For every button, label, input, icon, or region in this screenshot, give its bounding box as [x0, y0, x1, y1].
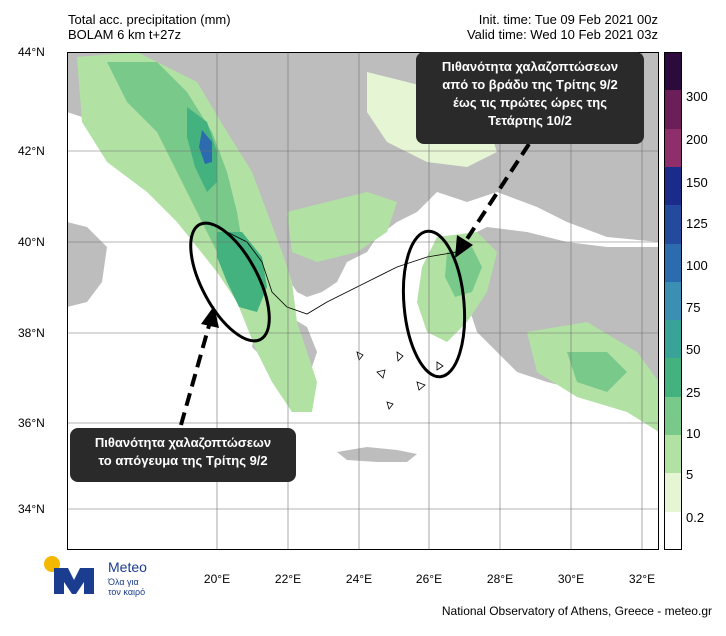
colorbar-segment — [664, 90, 682, 130]
valid-time: Valid time: Wed 10 Feb 2021 03z — [466, 27, 658, 42]
colorbar-segment — [664, 52, 682, 91]
lon-label-28: 28°E — [486, 572, 514, 586]
lat-label-36: 36°N — [18, 416, 45, 430]
colorbar-segment — [664, 320, 682, 359]
colorbar-segment — [664, 166, 682, 206]
crete — [337, 447, 417, 462]
colorbar-segment — [664, 243, 682, 283]
lat-label-42: 42°N — [18, 144, 45, 158]
colorbar-segment — [664, 358, 682, 398]
footer-credit: National Observatory of Athens, Greece -… — [441, 604, 712, 618]
logo-tagline: Όλα για τον καιρό — [108, 577, 145, 597]
map-title: Total acc. precipitation (mm) — [68, 12, 231, 27]
hail-area-ellipse-east — [401, 229, 467, 379]
lon-label-22: 22°E — [274, 572, 302, 586]
cb-label-150: 150 — [686, 175, 708, 190]
init-time: Init. time: Tue 09 Feb 2021 00z — [478, 12, 658, 27]
lat-label-44: 44°N — [18, 45, 45, 59]
precip-core-montenegro — [199, 130, 212, 164]
precip-colorbar — [664, 52, 682, 551]
colorbar-segment — [664, 281, 682, 321]
callout-left-line-1: Πιθανότητα χαλαζοπτώσεων — [94, 435, 272, 450]
cb-label-75: 75 — [686, 300, 701, 315]
lon-label-24: 24°E — [345, 572, 373, 586]
colorbar-segment — [664, 511, 682, 551]
colorbar-segment — [664, 435, 682, 474]
arrow-west-line — [179, 321, 212, 426]
colorbar-frame — [664, 52, 682, 550]
map-frame — [67, 52, 659, 550]
cb-label-300: 300 — [686, 89, 708, 104]
logo-name: Meteo — [108, 559, 147, 575]
time-block: Init. time: Tue 09 Feb 2021 00z Valid ti… — [467, 12, 658, 42]
meteo-logo-icon — [44, 556, 94, 594]
model-label: BOLAM 6 km t+27z — [68, 27, 182, 42]
greece-coastline — [226, 231, 458, 315]
callout-evening-hail: Πιθανότητα χαλαζοπτώσεων από το βράδυ τη… — [416, 52, 644, 144]
lon-label-26: 26°E — [415, 572, 443, 586]
map-title-block: Total acc. precipitation (mm) BOLAM 6 km… — [68, 12, 231, 42]
precip-medium-dinaric — [107, 62, 242, 282]
cb-label-100: 100 — [686, 258, 708, 273]
colorbar-segment — [664, 205, 682, 245]
colorbar-segment — [664, 473, 682, 513]
lon-label-32: 32°E — [628, 572, 656, 586]
colorbar-segment — [664, 128, 682, 168]
cb-label-125: 125 — [686, 216, 708, 231]
callout-right-line-4: Τετάρτης 10/2 — [488, 113, 572, 128]
callout-afternoon-hail: Πιθανότητα χαλαζοπτώσεων το απόγευμα της… — [70, 428, 296, 482]
cb-label-50: 50 — [686, 342, 701, 357]
lon-label-30: 30°E — [557, 572, 585, 586]
hail-area-ellipse-west — [189, 221, 271, 343]
arrow-east-head — [455, 235, 473, 258]
cb-label-5: 5 — [686, 467, 694, 482]
lat-label-34: 34°N — [18, 502, 45, 516]
precip-light-central — [287, 192, 397, 262]
arrow-west-head — [201, 306, 219, 328]
lat-label-40: 40°N — [18, 235, 45, 249]
precip-light-adriatic — [77, 52, 317, 412]
cb-label-25: 25 — [686, 385, 701, 400]
callout-left-line-2: το απόγευμα της Τρίτης 9/2 — [98, 453, 268, 468]
lon-label-20: 20°E — [203, 572, 231, 586]
callout-right-line-3: έως τις πρώτες ώρες της — [452, 95, 608, 110]
callout-right-line-2: από το βράδυ της Τρίτης 9/2 — [442, 77, 618, 92]
cb-label-0.2: 0.2 — [686, 510, 705, 525]
lat-label-38: 38°N — [18, 326, 45, 340]
logo-tagline-1: Όλα για — [108, 577, 139, 587]
italy-heel — [67, 222, 107, 307]
aegean-islands — [356, 351, 444, 410]
logo-tagline-2: τον καιρό — [108, 587, 146, 597]
cb-label-10: 10 — [686, 426, 701, 441]
precip-anatolia-core — [567, 352, 627, 392]
colorbar-segment — [664, 396, 682, 436]
cb-label-200: 200 — [686, 132, 708, 147]
callout-right-line-1: Πιθανότητα χαλαζοπτώσεων — [441, 59, 619, 74]
